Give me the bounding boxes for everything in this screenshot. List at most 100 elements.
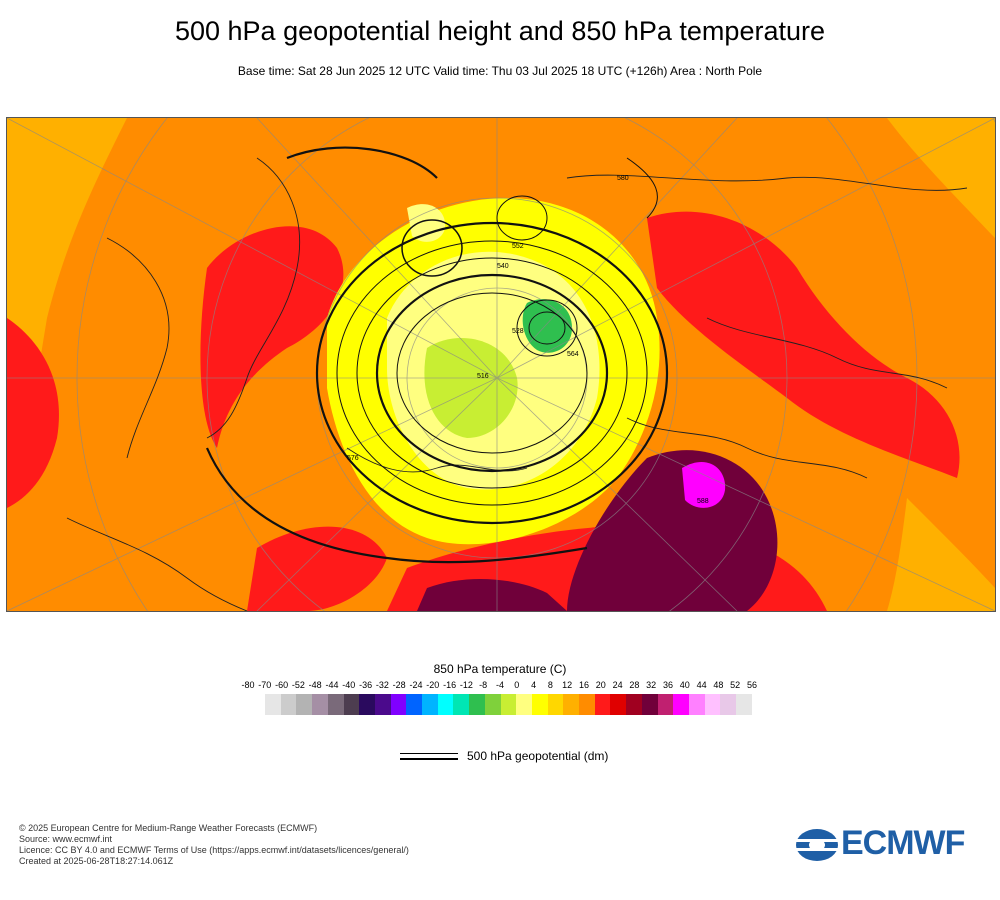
very-hot-region-south <box>417 578 567 611</box>
contour-label-group: 564 576 552 540 528 516 580 588 <box>347 175 709 505</box>
contour-label: 564 <box>567 351 579 358</box>
legend-tick-label: 0 <box>514 680 520 690</box>
legend-swatch <box>265 694 281 715</box>
legend-tick-label: -28 <box>392 680 406 690</box>
chart-title: 500 hPa geopotential height and 850 hPa … <box>174 16 825 46</box>
legend-tick-label: -80 <box>241 680 255 690</box>
legend-tick-label: 44 <box>696 680 707 690</box>
ecmwf-logo-text: ECMWF <box>841 824 965 862</box>
footer-credits: © 2025 European Centre for Medium-Range … <box>19 823 409 867</box>
contour-label: 540 <box>497 263 509 270</box>
geopotential-legend: 500 hPa geopotential (dm) <box>400 748 660 768</box>
legend-tick-label: 4 <box>531 680 537 690</box>
legend-tick-label: -40 <box>342 680 356 690</box>
legend-swatch <box>374 694 391 715</box>
legend-swatch <box>453 694 470 715</box>
legend-tick-label: 12 <box>562 680 573 690</box>
legend-tick-label: -12 <box>459 680 473 690</box>
legend-tick-label: -8 <box>479 680 488 690</box>
contour-label: 580 <box>617 175 629 182</box>
geopotential-legend-line <box>400 753 458 760</box>
legend-tick-label: -36 <box>359 680 373 690</box>
map-svg: 564 576 552 540 528 516 580 588 <box>7 118 995 611</box>
legend-tick-label: 16 <box>578 680 589 690</box>
legend-swatch <box>579 694 595 715</box>
legend-swatch <box>610 694 627 715</box>
legend-swatch <box>531 694 548 715</box>
legend-tick-label: 56 <box>746 680 757 690</box>
mild-band-se <box>887 498 995 611</box>
polar-map: 564 576 552 540 528 516 580 588 <box>6 117 996 612</box>
mild-band-west <box>7 118 127 498</box>
legend-tick-label: -16 <box>443 680 457 690</box>
geopotential-contours <box>205 146 669 564</box>
legend-swatch <box>484 694 501 715</box>
legend-tick-label: -70 <box>258 680 272 690</box>
legend-swatch <box>327 694 344 715</box>
legend-swatch <box>312 694 328 715</box>
legend-tick-label: 8 <box>547 680 553 690</box>
legend-tick-label: -60 <box>275 680 289 690</box>
hot-region-west <box>7 318 59 508</box>
legend-swatch <box>437 694 454 715</box>
contour-label: 576 <box>347 455 359 462</box>
temperature-legend-bar <box>265 694 752 715</box>
legend-tick-label: -4 <box>495 680 504 690</box>
legend-swatch <box>704 694 721 715</box>
temperature-legend-title: 850 hPa temperature (C) <box>433 662 567 676</box>
legend-tick-label: -32 <box>375 680 389 690</box>
legend-swatch <box>594 694 611 715</box>
temperature-legend-ticks: -80 -70 -60 -52 -48 -44 -40 -36 -32 -28 -24 -20 -16-… <box>0 680 1000 694</box>
legend-tick-label: -52 <box>291 680 305 690</box>
legend-tick-label: -20 <box>426 680 440 690</box>
chart-subtitle: Base time: Sat 28 Jun 2025 12 UTC Valid … <box>237 64 763 78</box>
extreme-hot-spot <box>682 461 726 508</box>
legend-swatch <box>673 694 689 715</box>
legend-tick-label: -24 <box>409 680 423 690</box>
footer-line: Created at 2025-06-28T18:27:14.061Z <box>19 856 174 866</box>
legend-swatch <box>296 694 313 715</box>
legend-tick-label: 52 <box>730 680 741 690</box>
footer-line: © 2025 European Centre for Medium-Range … <box>19 823 318 833</box>
legend-swatch <box>688 694 705 715</box>
hot-region-greenland <box>200 226 344 448</box>
hot-region-siberia <box>647 211 960 478</box>
legend-tick-label: 28 <box>629 680 640 690</box>
geopotential-legend-label: 500 hPa geopotential (dm) <box>467 749 609 763</box>
contour-label: 516 <box>477 373 489 380</box>
legend-swatch <box>516 694 532 715</box>
legend-tick-label: -48 <box>308 680 322 690</box>
ecmwf-logo-icon <box>795 829 839 861</box>
legend-swatch <box>657 694 674 715</box>
legend-tick-label: 48 <box>713 680 724 690</box>
ecmwf-logo: ECMWF <box>795 824 985 863</box>
legend-swatch <box>280 694 297 715</box>
contour-label: 588 <box>697 498 709 505</box>
mild-band-ne <box>887 118 995 238</box>
cool-blob-north <box>407 204 446 242</box>
hot-region-sw <box>247 526 387 611</box>
footer-line: Source: www.ecmwf.int <box>19 834 113 844</box>
legend-swatch <box>736 694 752 715</box>
legend-tick-label: -44 <box>325 680 339 690</box>
legend-swatch <box>563 694 580 715</box>
cold-core-a <box>424 338 518 438</box>
legend-tick-label: 36 <box>662 680 673 690</box>
contour-label: 552 <box>512 243 524 250</box>
footer-line: Licence: CC BY 4.0 and ECMWF Terms of Us… <box>19 845 409 855</box>
legend-swatch <box>343 694 360 715</box>
legend-swatch <box>469 694 485 715</box>
legend-swatch <box>422 694 438 715</box>
legend-swatch <box>406 694 423 715</box>
legend-swatch <box>359 694 375 715</box>
contour-label: 528 <box>512 328 524 335</box>
legend-swatch <box>390 694 407 715</box>
legend-swatch <box>626 694 642 715</box>
graticule <box>7 118 995 611</box>
legend-swatch <box>500 694 517 715</box>
legend-tick-label: 32 <box>646 680 657 690</box>
legend-swatch <box>641 694 658 715</box>
legend-tick-label: 20 <box>595 680 606 690</box>
legend-tick-label: 24 <box>612 680 623 690</box>
legend-swatch <box>720 694 737 715</box>
